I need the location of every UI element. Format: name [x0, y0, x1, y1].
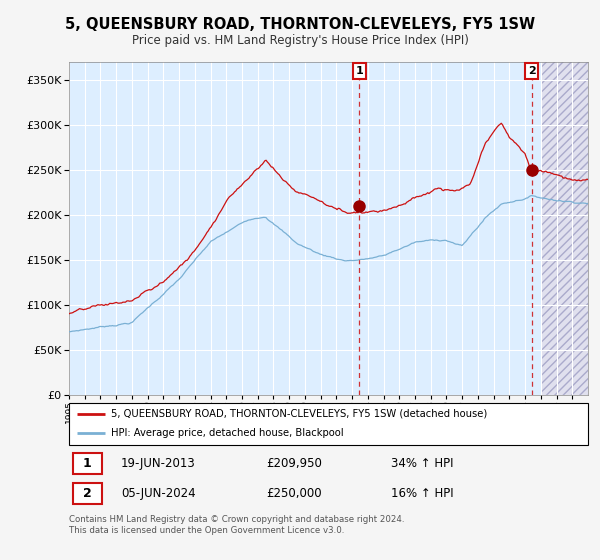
Text: 5, QUEENSBURY ROAD, THORNTON-CLEVELEYS, FY5 1SW (detached house): 5, QUEENSBURY ROAD, THORNTON-CLEVELEYS, …: [110, 409, 487, 419]
Text: 2: 2: [83, 487, 92, 500]
Text: 05-JUN-2024: 05-JUN-2024: [121, 487, 196, 500]
Text: 34% ↑ HPI: 34% ↑ HPI: [391, 458, 453, 470]
Text: 5, QUEENSBURY ROAD, THORNTON-CLEVELEYS, FY5 1SW: 5, QUEENSBURY ROAD, THORNTON-CLEVELEYS, …: [65, 17, 535, 32]
Text: 2: 2: [528, 66, 536, 76]
Text: HPI: Average price, detached house, Blackpool: HPI: Average price, detached house, Blac…: [110, 428, 343, 438]
Text: £250,000: £250,000: [266, 487, 322, 500]
Text: Price paid vs. HM Land Registry's House Price Index (HPI): Price paid vs. HM Land Registry's House …: [131, 34, 469, 46]
Text: Contains HM Land Registry data © Crown copyright and database right 2024.
This d: Contains HM Land Registry data © Crown c…: [69, 515, 404, 535]
Text: 1: 1: [83, 458, 92, 470]
Text: £209,950: £209,950: [266, 458, 322, 470]
FancyBboxPatch shape: [73, 454, 101, 474]
Text: 1: 1: [355, 66, 363, 76]
Text: 16% ↑ HPI: 16% ↑ HPI: [391, 487, 454, 500]
FancyBboxPatch shape: [73, 483, 101, 504]
Text: 19-JUN-2013: 19-JUN-2013: [121, 458, 196, 470]
